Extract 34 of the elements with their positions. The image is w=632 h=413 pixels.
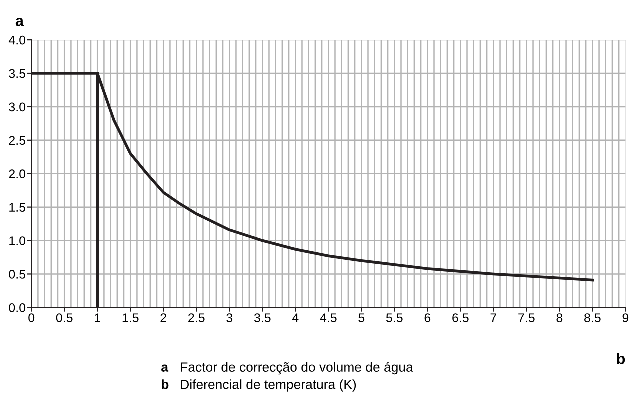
x-tick-label: 1 (95, 314, 100, 322)
x-tick-label: 5 (358, 314, 365, 322)
x-tick-label: 4.5 (320, 314, 337, 322)
x-tick-label: 3.5 (254, 314, 271, 322)
x-tick-label: 6 (424, 314, 431, 322)
x-tick-label: 6.5 (452, 314, 469, 322)
x-tick-label: 2.5 (188, 314, 205, 322)
x-tick-label: 3 (226, 314, 233, 322)
y-tick-label: 0.0 (9, 303, 26, 312)
text: Diferencial de temperatura (K) (181, 380, 356, 392)
x-axis-title: b (617, 353, 626, 364)
x-tick-label: 9 (622, 314, 629, 322)
text: a (162, 364, 169, 372)
x-tick-label: 7.5 (518, 314, 535, 322)
y-tick-label: 0.5 (9, 270, 26, 279)
y-tick-label: 4.0 (8, 36, 26, 45)
y-tick-label: 2.0 (9, 170, 26, 179)
x-tick-label: 5.5 (386, 314, 403, 322)
x-tick-label: 2 (160, 314, 166, 322)
y-tick-label: 3.5 (9, 69, 26, 78)
x-tick-label: 4 (292, 314, 299, 322)
x-tick-label: 8.5 (584, 314, 601, 322)
x-tick-label: 0.5 (56, 314, 73, 322)
y-tick-label: 2.5 (9, 136, 26, 146)
x-tick-label: 1.5 (122, 314, 139, 322)
y-tick-label: 1.5 (10, 203, 26, 212)
y-tick-label: 1.0 (10, 236, 26, 246)
x-tick-label: 7 (490, 314, 497, 322)
y-tick-label: 3.0 (9, 102, 26, 112)
text: b (162, 380, 169, 390)
text: Factor de correcção do volume de água (181, 362, 414, 375)
x-tick-label: 8 (556, 314, 563, 322)
x-tick-label: 0 (28, 314, 35, 322)
y-axis-title: a (16, 18, 24, 26)
